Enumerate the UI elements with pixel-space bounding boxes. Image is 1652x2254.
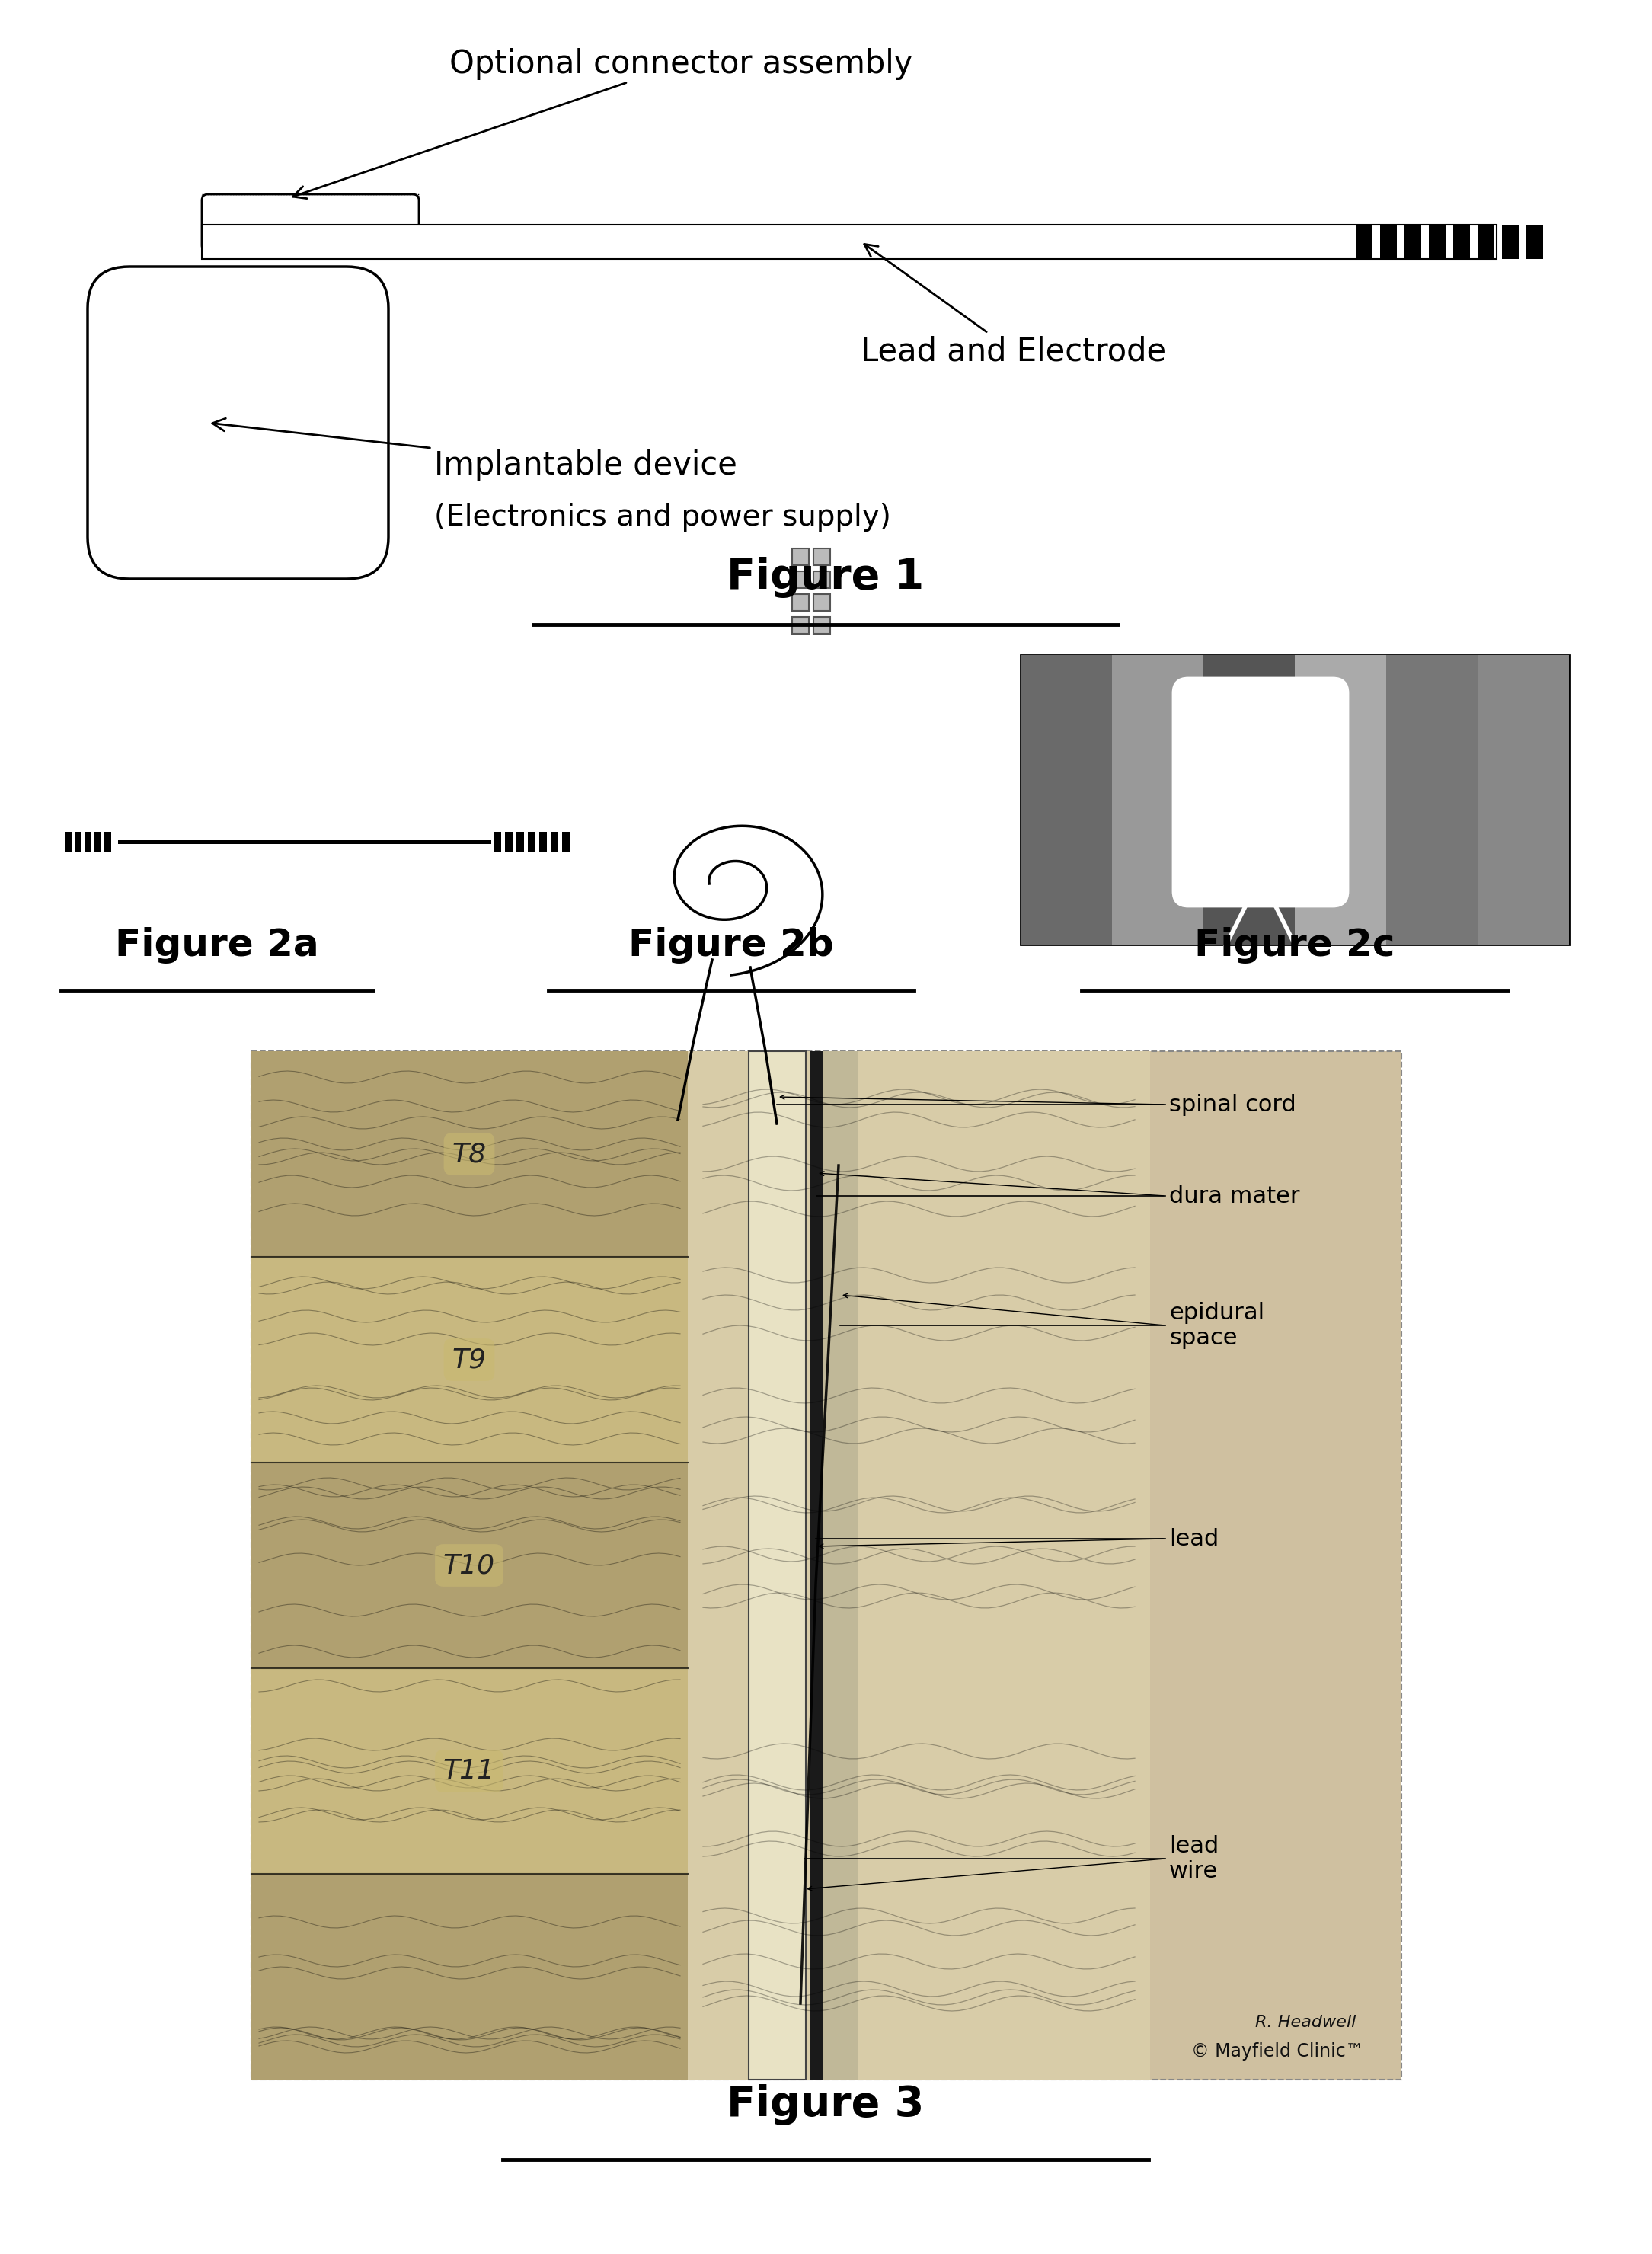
- Bar: [1386, 656, 1477, 944]
- Text: Figure 2b: Figure 2b: [628, 926, 834, 965]
- Bar: [791, 548, 809, 566]
- FancyBboxPatch shape: [88, 266, 388, 579]
- Bar: [1502, 225, 1518, 259]
- Bar: [506, 832, 512, 852]
- Text: spinal cord: spinal cord: [1170, 1093, 1297, 1116]
- Text: T10: T10: [443, 1553, 496, 1578]
- Bar: [813, 570, 831, 588]
- FancyBboxPatch shape: [1173, 678, 1348, 906]
- Text: © Mayfield Clinic™: © Mayfield Clinic™: [1191, 2042, 1363, 2060]
- Bar: [84, 832, 91, 852]
- Text: Implantable device: Implantable device: [213, 419, 737, 482]
- Text: (Electronics and power supply): (Electronics and power supply): [434, 503, 890, 532]
- Bar: [104, 832, 111, 852]
- Text: Figure 1: Figure 1: [727, 557, 925, 597]
- Text: Figure 2a: Figure 2a: [116, 926, 319, 965]
- Bar: [791, 570, 809, 588]
- Bar: [517, 832, 524, 852]
- Bar: [562, 832, 570, 852]
- Bar: [251, 1050, 687, 1258]
- Bar: [1404, 225, 1421, 259]
- Bar: [1203, 656, 1295, 944]
- Bar: [251, 1050, 1401, 2080]
- Bar: [1379, 225, 1398, 259]
- Bar: [813, 595, 831, 611]
- Bar: [94, 832, 101, 852]
- Text: Figure 3: Figure 3: [727, 2085, 925, 2126]
- Text: lead: lead: [1170, 1528, 1219, 1551]
- Bar: [251, 1873, 687, 2080]
- Bar: [1112, 656, 1203, 944]
- Bar: [202, 225, 1497, 259]
- Bar: [539, 832, 547, 852]
- Bar: [117, 841, 491, 843]
- Text: T11: T11: [443, 1758, 496, 1783]
- Bar: [1429, 225, 1446, 259]
- Text: lead
wire: lead wire: [1170, 1835, 1219, 1882]
- Bar: [809, 1050, 823, 2080]
- Text: Optional connector assembly: Optional connector assembly: [292, 47, 914, 198]
- Bar: [813, 618, 831, 633]
- Bar: [251, 1463, 687, 1668]
- Text: T8: T8: [453, 1141, 486, 1168]
- Bar: [1295, 656, 1386, 944]
- FancyBboxPatch shape: [202, 194, 420, 252]
- Bar: [550, 832, 558, 852]
- Bar: [748, 1050, 806, 2080]
- Bar: [1454, 225, 1470, 259]
- Bar: [1477, 656, 1569, 944]
- Text: Figure 2c: Figure 2c: [1194, 926, 1396, 965]
- Bar: [1021, 656, 1569, 944]
- Text: Lead and Electrode: Lead and Electrode: [861, 243, 1166, 367]
- Text: T9: T9: [453, 1346, 486, 1373]
- Bar: [791, 618, 809, 633]
- Bar: [529, 832, 535, 852]
- Bar: [1477, 225, 1495, 259]
- Bar: [74, 832, 81, 852]
- Bar: [1356, 225, 1373, 259]
- Bar: [251, 1668, 687, 1873]
- Text: dura mater: dura mater: [1170, 1186, 1300, 1206]
- Bar: [1021, 656, 1112, 944]
- Bar: [687, 1050, 1150, 2080]
- Text: R. Headwell: R. Headwell: [1256, 2015, 1356, 2031]
- Bar: [823, 1050, 857, 2080]
- Bar: [64, 832, 71, 852]
- Bar: [1526, 225, 1543, 259]
- Bar: [494, 832, 501, 852]
- Bar: [791, 595, 809, 611]
- Bar: [202, 194, 420, 252]
- Bar: [813, 548, 831, 566]
- Bar: [251, 1258, 687, 1463]
- Text: epidural
space: epidural space: [1170, 1301, 1264, 1350]
